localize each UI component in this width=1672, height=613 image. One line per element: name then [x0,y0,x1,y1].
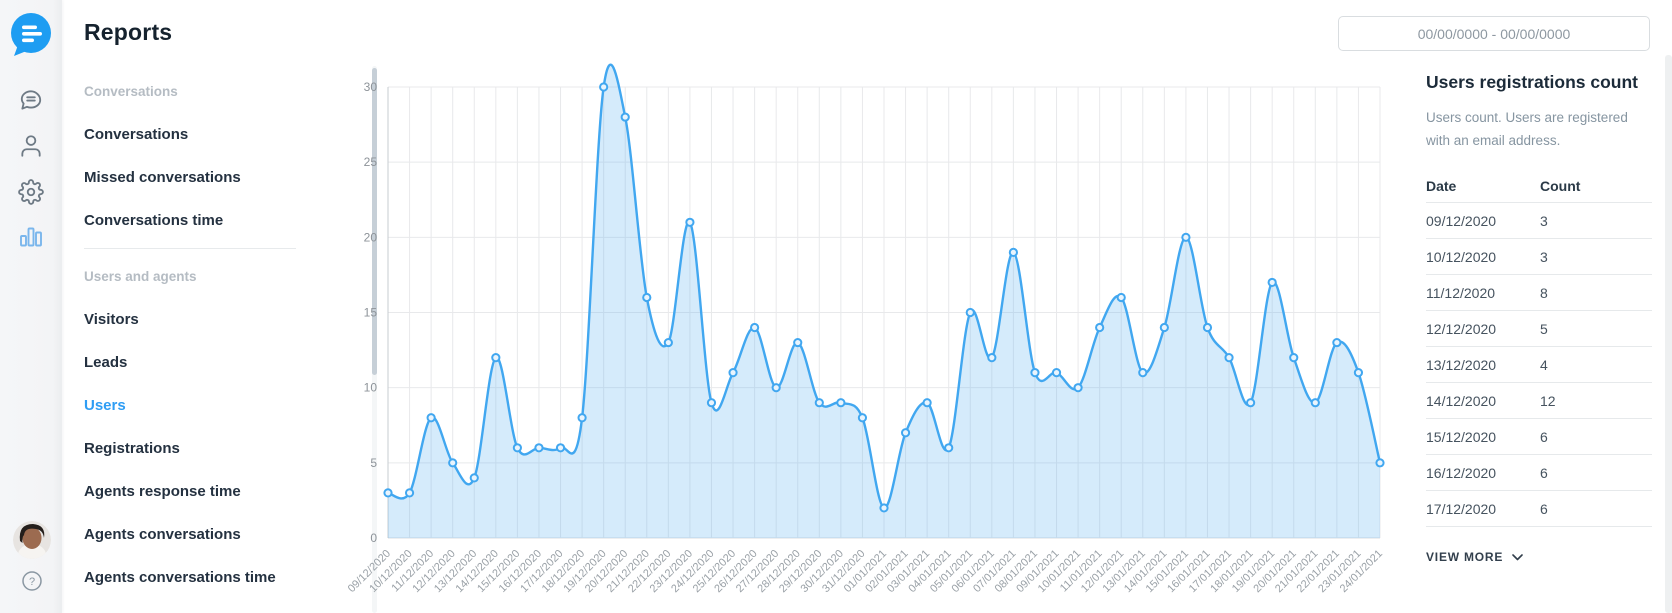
svg-text:?: ? [29,576,35,588]
sidebar-group-header-conversations: Conversations [84,84,178,99]
table-row: 12/12/2020 5 [1426,311,1652,347]
registrations-table: Date Count 09/12/2020 3 10/12/2020 3 11/12/2… [1426,169,1652,527]
sidebar-scrollbar-thumb[interactable] [372,68,377,375]
reports-bar-chart-icon[interactable] [17,224,45,252]
sidebar-item-agents-conversations[interactable]: Agents conversations [84,526,241,543]
table-row: 14/12/2020 12 [1426,383,1652,419]
column-header-count: Count [1540,177,1581,194]
sidebar-item-users[interactable]: Users [84,397,126,414]
svg-text:25: 25 [364,155,378,169]
reports-sidebar: Reports Conversations Conversations Miss… [62,0,377,613]
table-row: 13/12/2020 4 [1426,347,1652,383]
sidebar-item-visitors[interactable]: Visitors [84,311,139,328]
avatar[interactable] [13,521,51,559]
page-title: Reports [84,19,173,45]
sidebar-item-leads[interactable]: Leads [84,354,128,371]
cell-date: 11/12/2020 [1426,284,1496,301]
svg-text:30: 30 [364,80,378,94]
cell-date: 10/12/2020 [1426,248,1497,265]
cell-date: 15/12/2020 [1426,428,1497,445]
cell-date: 12/12/2020 [1426,320,1497,337]
window-scrollbar-track[interactable] [1665,55,1672,613]
registrations-chart: 0 5 10 15 20 25 30 09/12/2020 10/12/2020 11/12/20… [330,60,1415,613]
column-header-date: Date [1426,177,1457,194]
cell-count: 6 [1540,500,1548,517]
cell-date: 16/12/2020 [1426,464,1497,481]
registrations-table-body: 09/12/2020 3 10/12/2020 3 11/12/2020 8 12/12/2… [1426,203,1652,527]
cell-date: 09/12/2020 [1426,212,1497,229]
cell-count: 3 [1540,212,1548,229]
registrations-summary-panel: Users registrations count Users count. U… [1426,72,1652,564]
cell-date: 14/12/2020 [1426,392,1497,409]
svg-text:0: 0 [370,531,377,545]
conversations-bubble-icon[interactable] [17,86,45,114]
smartsupp-logo[interactable] [10,12,52,58]
table-row: 10/12/2020 3 [1426,239,1652,275]
sidebar-item-conversations[interactable]: Conversations [84,126,189,143]
app-rail: ? [0,0,62,613]
cell-count: 6 [1540,464,1548,481]
cell-date: 17/12/2020 [1426,500,1497,517]
view-more-button[interactable]: VIEW MORE [1426,550,1652,564]
sidebar-divider [84,248,296,249]
panel-title: Users registrations count [1426,72,1638,92]
reports-nav: Conversations Conversations Missed conve… [84,70,296,599]
table-row: 16/12/2020 6 [1426,455,1652,491]
sidebar-item-agents-response-time[interactable]: Agents response time [84,483,241,500]
table-header-row: Date Count [1426,169,1652,203]
cell-count: 8 [1540,284,1548,301]
table-row: 09/12/2020 3 [1426,203,1652,239]
view-more-label: VIEW MORE [1426,550,1504,564]
help-question-icon[interactable]: ? [22,571,42,591]
cell-count: 5 [1540,320,1548,337]
contacts-person-icon[interactable] [17,132,45,160]
table-row: 11/12/2020 8 [1426,275,1652,311]
table-row: 17/12/2020 6 [1426,491,1652,527]
sidebar-item-agents-conversations-time[interactable]: Agents conversations time [84,569,276,586]
cell-count: 4 [1540,356,1548,373]
svg-text:20: 20 [364,230,378,244]
svg-text:5: 5 [370,456,377,470]
sidebar-group-header-users-and-agents: Users and agents [84,269,197,284]
date-range-input[interactable] [1338,16,1650,51]
sidebar-item-registrations[interactable]: Registrations [84,440,180,457]
svg-text:15: 15 [364,306,378,320]
cell-date: 13/12/2020 [1426,356,1497,373]
cell-count: 3 [1540,248,1548,265]
table-row: 15/12/2020 6 [1426,419,1652,455]
cell-count: 12 [1540,392,1556,409]
panel-description: Users count. Users are registered with a… [1426,110,1628,148]
cell-count: 6 [1540,428,1548,445]
sidebar-item-missed-conversations[interactable]: Missed conversations [84,169,241,186]
svg-text:10: 10 [364,381,378,395]
sidebar-item-conversations-time[interactable]: Conversations time [84,212,224,229]
chevron-down-icon [1512,553,1524,560]
settings-gear-icon[interactable] [17,178,45,206]
